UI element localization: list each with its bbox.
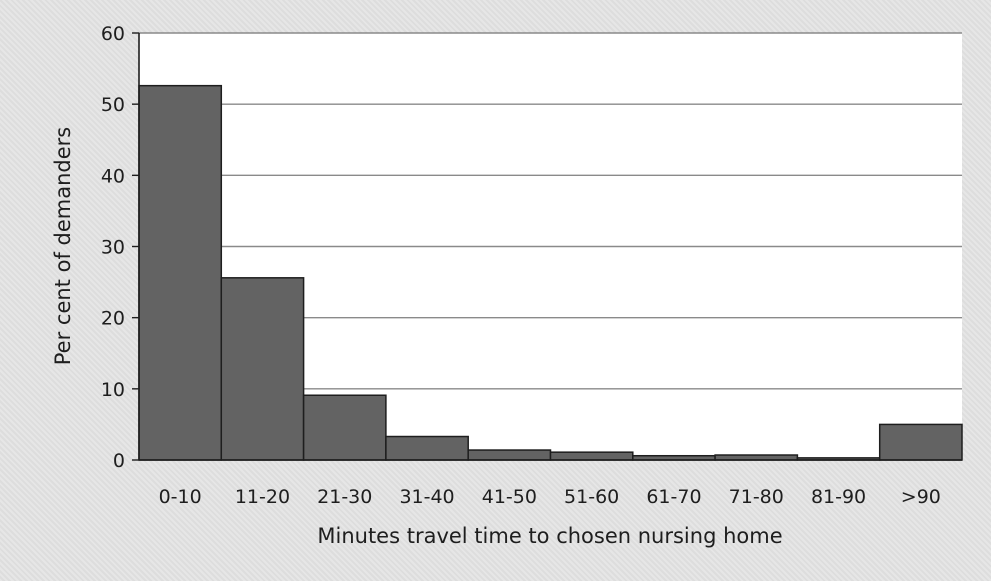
x-tick-label-61-70: 61-70	[646, 486, 701, 508]
x-tick-label-51-60: 51-60	[564, 486, 619, 508]
x-tick-label-11-20: 11-20	[235, 486, 290, 508]
x-tick-label-31-40: 31-40	[399, 486, 454, 508]
x-tick-label-0-10: 0-10	[159, 486, 202, 508]
y-tick-label-40: 40	[101, 165, 125, 187]
y-tick-labels: 0 10 20 30 40 50 60	[101, 23, 125, 472]
x-tick-label-41-50: 41-50	[482, 486, 537, 508]
bar-21-30	[302, 394, 387, 461]
y-tick-label-50: 50	[101, 94, 125, 116]
y-tick-label-20: 20	[101, 308, 125, 330]
x-tick-label-21-30: 21-30	[317, 486, 372, 508]
bar-31-40	[385, 435, 469, 461]
bar-41-50	[467, 449, 552, 461]
y-tick-label-0: 0	[113, 450, 125, 472]
x-tick-label-71-80: 71-80	[729, 486, 784, 508]
x-tick-label-gt90: >90	[901, 486, 941, 508]
bar-gt90	[878, 423, 963, 461]
bar-0-10	[138, 84, 223, 461]
y-axis-title: Per cent of demanders	[51, 127, 75, 365]
y-tick-label-30: 30	[101, 237, 125, 259]
y-tick-label-60: 60	[101, 23, 125, 45]
bar-11-20	[220, 277, 305, 461]
x-tick-label-81-90: 81-90	[811, 486, 866, 508]
axes	[138, 33, 962, 461]
y-tick-label-10: 10	[101, 379, 125, 401]
bar-51-60	[549, 451, 634, 461]
bars	[138, 84, 963, 461]
x-axis-title: Minutes travel time to chosen nursing ho…	[317, 524, 782, 548]
x-tick-labels: 0-10 11-20 21-30 31-40 41-50 51-60 61-70 71-80 8…	[159, 486, 941, 508]
